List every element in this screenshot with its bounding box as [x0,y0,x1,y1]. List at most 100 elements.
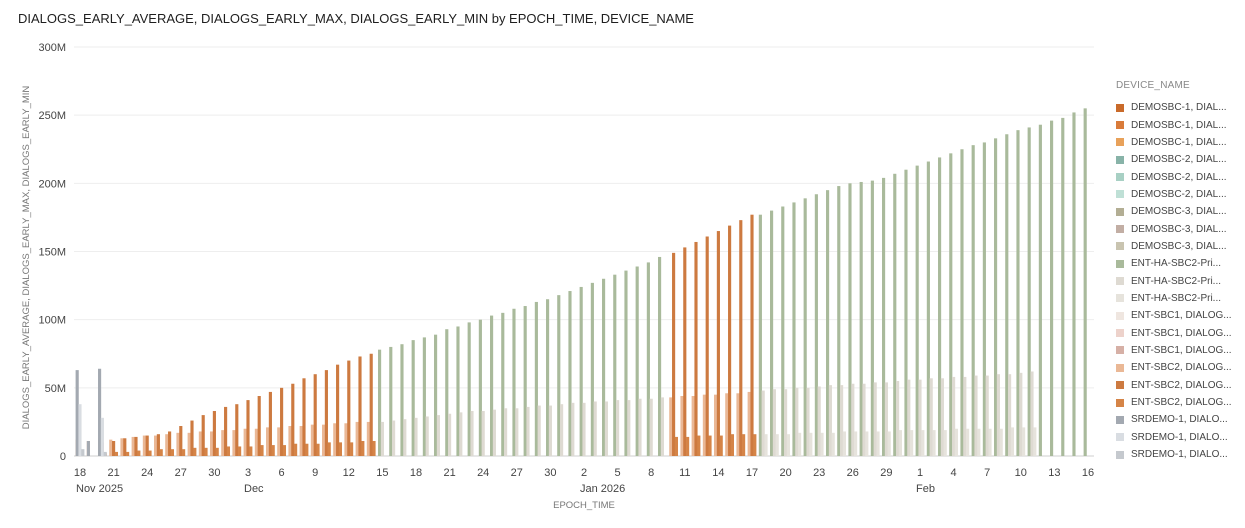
bar[interactable] [291,383,295,456]
bar[interactable] [148,450,152,456]
bar[interactable] [674,436,678,456]
bar[interactable] [761,390,765,456]
bar[interactable] [775,434,779,456]
bar[interactable] [355,421,359,456]
bar[interactable] [669,397,673,456]
bar[interactable] [112,441,116,456]
bar[interactable] [932,430,936,456]
bar[interactable] [123,438,127,456]
bar[interactable] [137,450,141,456]
bar[interactable] [680,396,684,456]
bar[interactable] [277,427,281,456]
legend-item[interactable]: DEMOSBC-1, DIAL... [1116,116,1242,133]
bar[interactable] [851,383,855,456]
bar[interactable] [109,439,113,456]
bar[interactable] [982,142,986,456]
legend-item[interactable]: ENT-SBC1, DIALOG... [1116,342,1242,359]
bar[interactable] [613,274,617,456]
bar[interactable] [915,165,919,457]
bar[interactable] [198,431,202,456]
bar[interactable] [534,301,538,456]
bar[interactable] [747,391,751,456]
bar[interactable] [134,436,138,456]
bar[interactable] [1033,427,1037,456]
bar[interactable] [728,225,732,456]
bar[interactable] [862,383,866,456]
bar[interactable] [165,434,169,456]
bar[interactable] [865,431,869,456]
bar[interactable] [820,432,824,456]
bar[interactable] [1010,427,1014,456]
bar[interactable] [190,420,194,456]
bar[interactable] [98,368,102,456]
bar[interactable] [705,236,709,457]
bar[interactable] [459,412,463,456]
bar[interactable] [579,286,583,456]
bar[interactable] [243,428,247,456]
bar[interactable] [826,190,830,456]
bar[interactable] [210,431,214,456]
bar[interactable] [546,299,550,456]
bar[interactable] [660,397,664,456]
bar[interactable] [280,387,284,456]
bar[interactable] [86,441,90,456]
bar[interactable] [798,432,802,456]
bar[interactable] [100,417,104,456]
bar[interactable] [1016,130,1020,456]
bar[interactable] [873,382,877,456]
bar[interactable] [260,445,264,456]
bar[interactable] [515,408,519,456]
legend-item[interactable]: DEMOSBC-2, DIAL... [1116,151,1242,168]
legend-item[interactable]: SRDEMO-1, DIALO... [1116,429,1242,446]
bar[interactable] [179,426,183,456]
legend-item[interactable]: DEMOSBC-3, DIAL... [1116,203,1242,220]
bar[interactable] [75,370,79,456]
bar[interactable] [526,406,530,456]
bar[interactable] [456,326,460,456]
bar[interactable] [921,430,925,456]
bar[interactable] [347,360,351,456]
bar[interactable] [313,374,317,456]
bar[interactable] [299,426,303,456]
bar[interactable] [322,424,326,456]
bar[interactable] [232,430,236,456]
bar[interactable] [974,375,978,456]
bar[interactable] [658,256,662,456]
bar[interactable] [358,356,362,456]
legend-item[interactable]: ENT-SBC1, DIALOG... [1116,307,1242,324]
legend-item[interactable]: SRDEMO-1, DIALO... [1116,446,1242,463]
bar[interactable] [369,353,373,456]
bar[interactable] [560,404,564,456]
bar[interactable] [918,379,922,456]
bar[interactable] [215,447,219,456]
bar[interactable] [1038,124,1042,457]
bar[interactable] [859,181,863,456]
bar[interactable] [470,411,474,456]
legend-item[interactable]: DEMOSBC-3, DIAL... [1116,220,1242,237]
bar[interactable] [246,400,250,456]
bar[interactable] [1050,120,1054,457]
legend-item[interactable]: DEMOSBC-2, DIAL... [1116,168,1242,185]
bar[interactable] [929,378,933,456]
bar[interactable] [501,312,505,456]
legend-item[interactable]: DEMOSBC-1, DIAL... [1116,134,1242,151]
bar[interactable] [708,435,712,456]
bar[interactable] [842,431,846,456]
bar[interactable] [742,434,746,456]
bar[interactable] [448,413,452,456]
bar[interactable] [481,411,485,456]
bar[interactable] [898,430,902,456]
bar[interactable] [336,364,340,456]
bar[interactable] [478,319,482,456]
bar[interactable] [400,344,404,456]
bar[interactable] [949,153,953,456]
bar[interactable] [910,430,914,456]
bar[interactable] [806,387,810,456]
bar[interactable] [492,409,496,456]
bar[interactable] [324,370,328,456]
bar[interactable] [649,398,653,456]
bar[interactable] [943,430,947,456]
bar[interactable] [996,374,1000,456]
bar[interactable] [294,443,298,456]
bar[interactable] [249,446,253,456]
